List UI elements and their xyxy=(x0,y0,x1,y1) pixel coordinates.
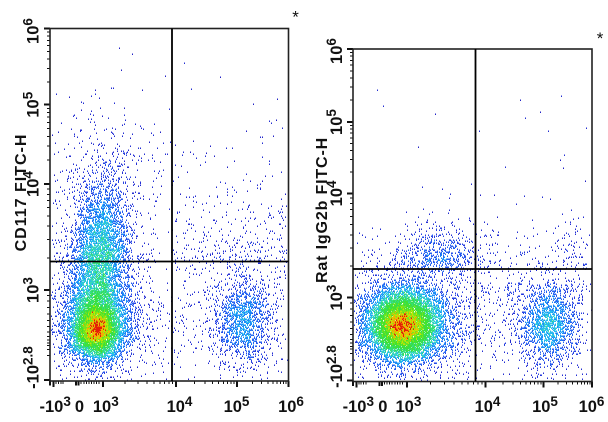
svg-text:0: 0 xyxy=(378,398,387,416)
svg-text:CD117 FITC-H: CD117 FITC-H xyxy=(13,134,30,252)
svg-text:Rat IgG2b FITC-H: Rat IgG2b FITC-H xyxy=(314,137,331,283)
svg-text:*: * xyxy=(292,8,299,27)
svg-text:*: * xyxy=(597,29,604,48)
svg-text:0: 0 xyxy=(75,398,84,416)
